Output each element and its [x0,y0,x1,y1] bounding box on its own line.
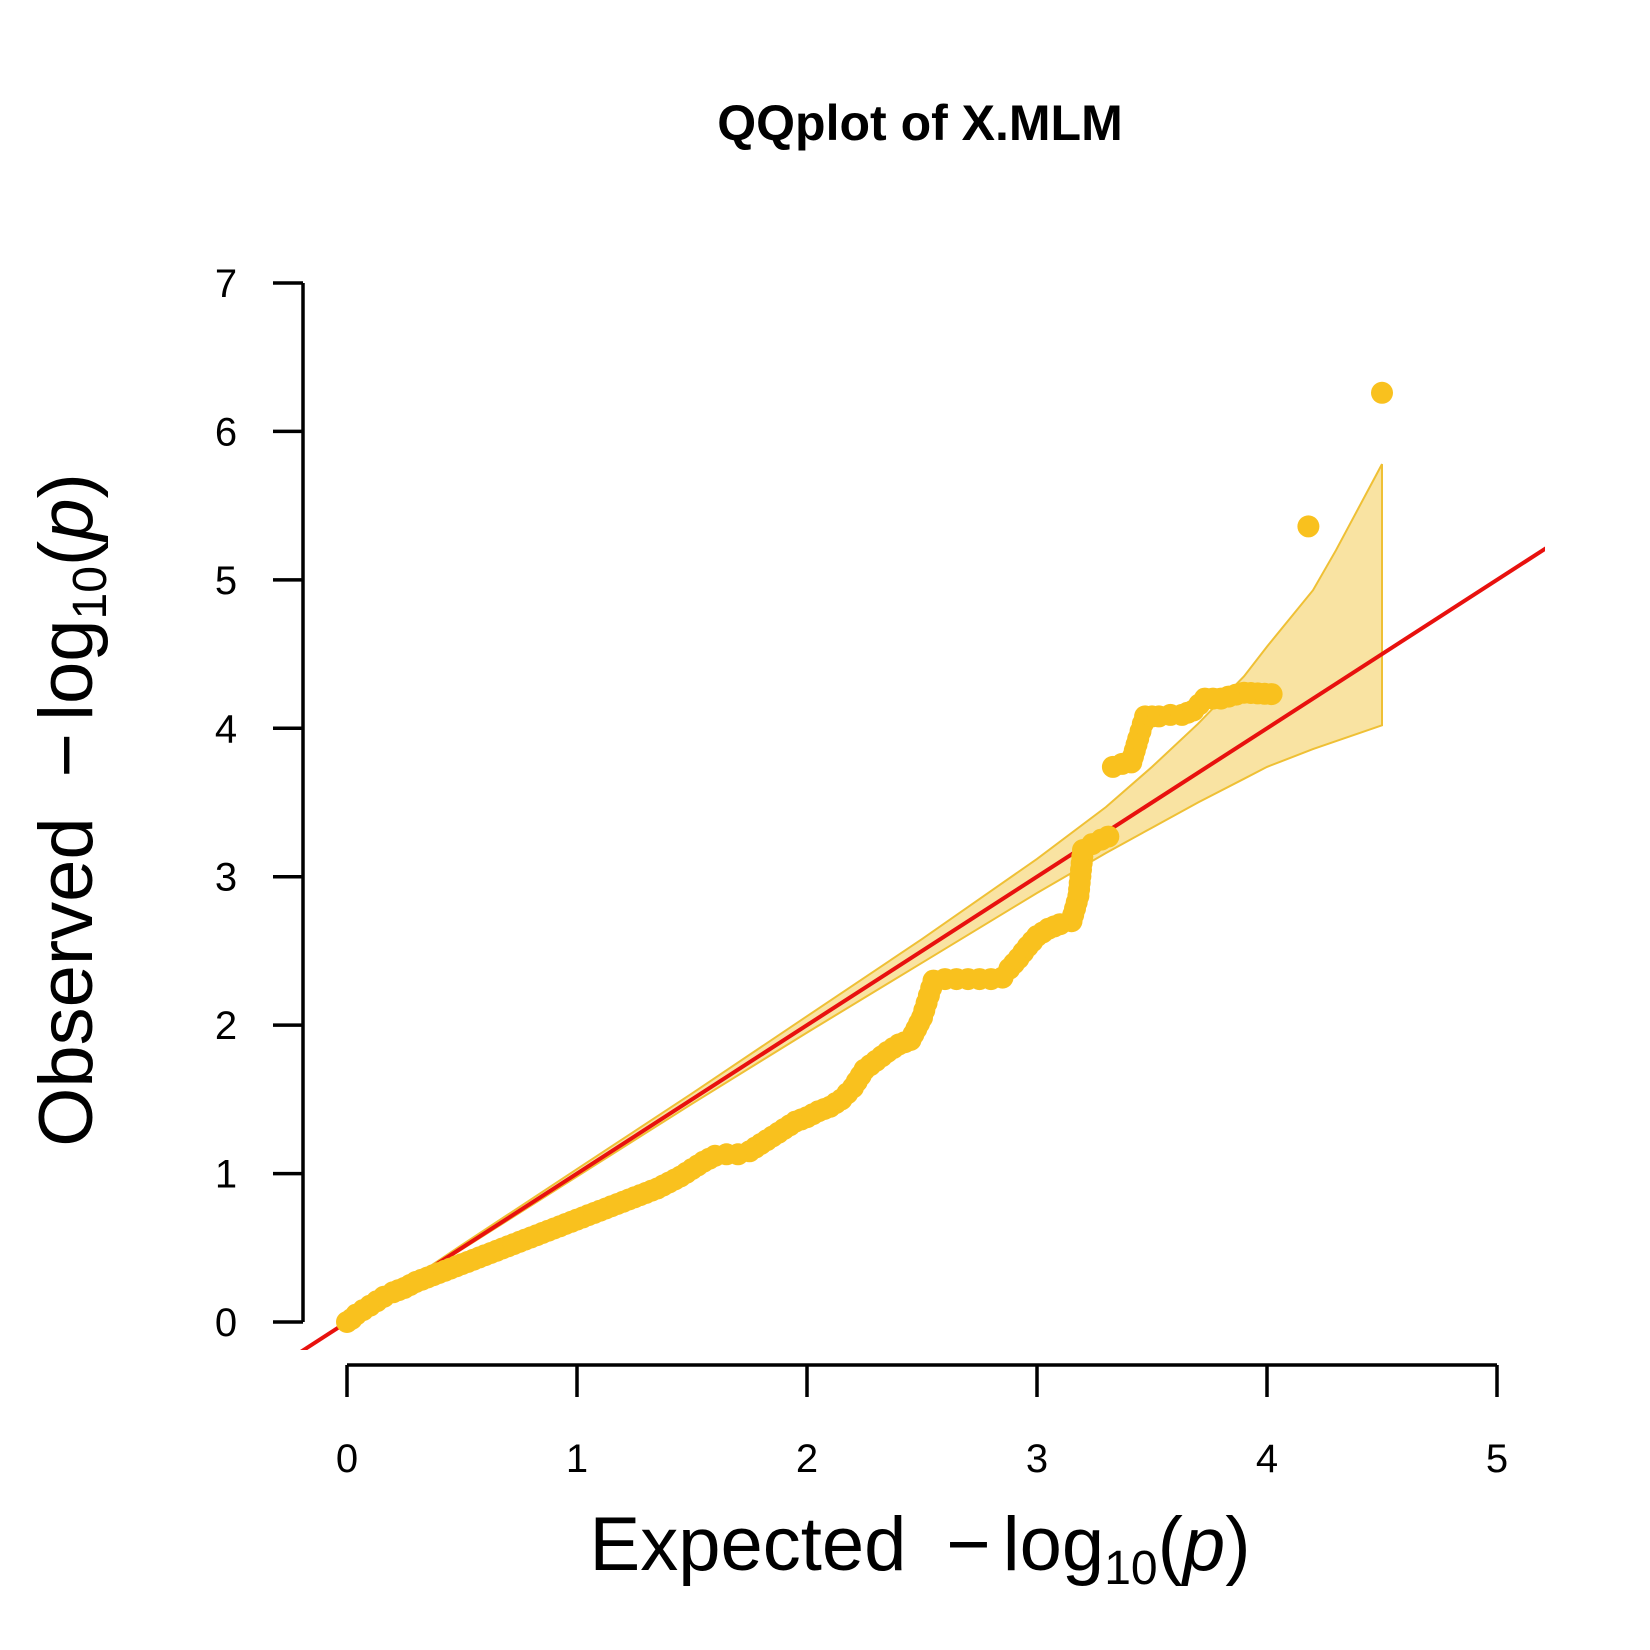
data-point [1297,515,1320,538]
y-tick-label: 1 [215,1153,237,1197]
confidence-band [346,463,1383,1323]
y-axis-label-prefix: Observed [24,817,109,1147]
y-axis-label-open: ( [24,541,109,566]
y-tick-label: 0 [215,1301,237,1345]
x-tick-label: 5 [1486,1437,1508,1481]
data-point [1097,825,1120,848]
x-axis-label-minus: − [946,1502,990,1587]
x-axis-label-close: ) [1225,1502,1250,1587]
x-axis-label: Expected − log10(p) [590,1502,1251,1595]
x-axis-label-base: 10 [1104,1542,1157,1595]
y-tick-label: 2 [215,1004,237,1048]
y-axis-label-var: p [24,499,109,543]
y-axis-label: Observed − log10(p) [24,473,117,1147]
plot-area [300,381,1545,1350]
data-point [1260,683,1283,706]
x-tick-label: 4 [1256,1437,1278,1481]
x-axis-label-prefix: Expected [590,1502,907,1587]
y-axis-label-close: ) [24,473,109,498]
y-tick-label: 5 [215,559,237,603]
y-tick-label: 3 [215,856,237,900]
y-axis-label-minus: − [24,733,109,777]
y-tick-label: 7 [215,262,237,306]
x-axis-label-open: ( [1158,1502,1183,1587]
y-axis: 0 1 2 3 4 5 6 7 [215,262,305,1345]
x-tick-label: 3 [1026,1437,1048,1481]
x-tick-label: 2 [796,1437,818,1481]
y-tick-label: 6 [215,410,237,454]
x-tick-label: 0 [336,1437,358,1481]
reference-line [300,546,1545,1350]
x-tick-label: 1 [566,1437,588,1481]
points-layer [336,381,1393,1333]
x-axis-label-var: p [1181,1502,1225,1587]
x-axis-label-log: log [1003,1502,1104,1587]
y-axis-label-log: log [24,619,109,720]
y-axis-label-base: 10 [64,566,117,619]
y-tick-label: 4 [215,707,237,751]
chart-title: QQplot of X.MLM [717,95,1122,151]
data-point [1371,381,1393,404]
x-axis: 0 1 2 3 4 5 [336,1363,1508,1481]
